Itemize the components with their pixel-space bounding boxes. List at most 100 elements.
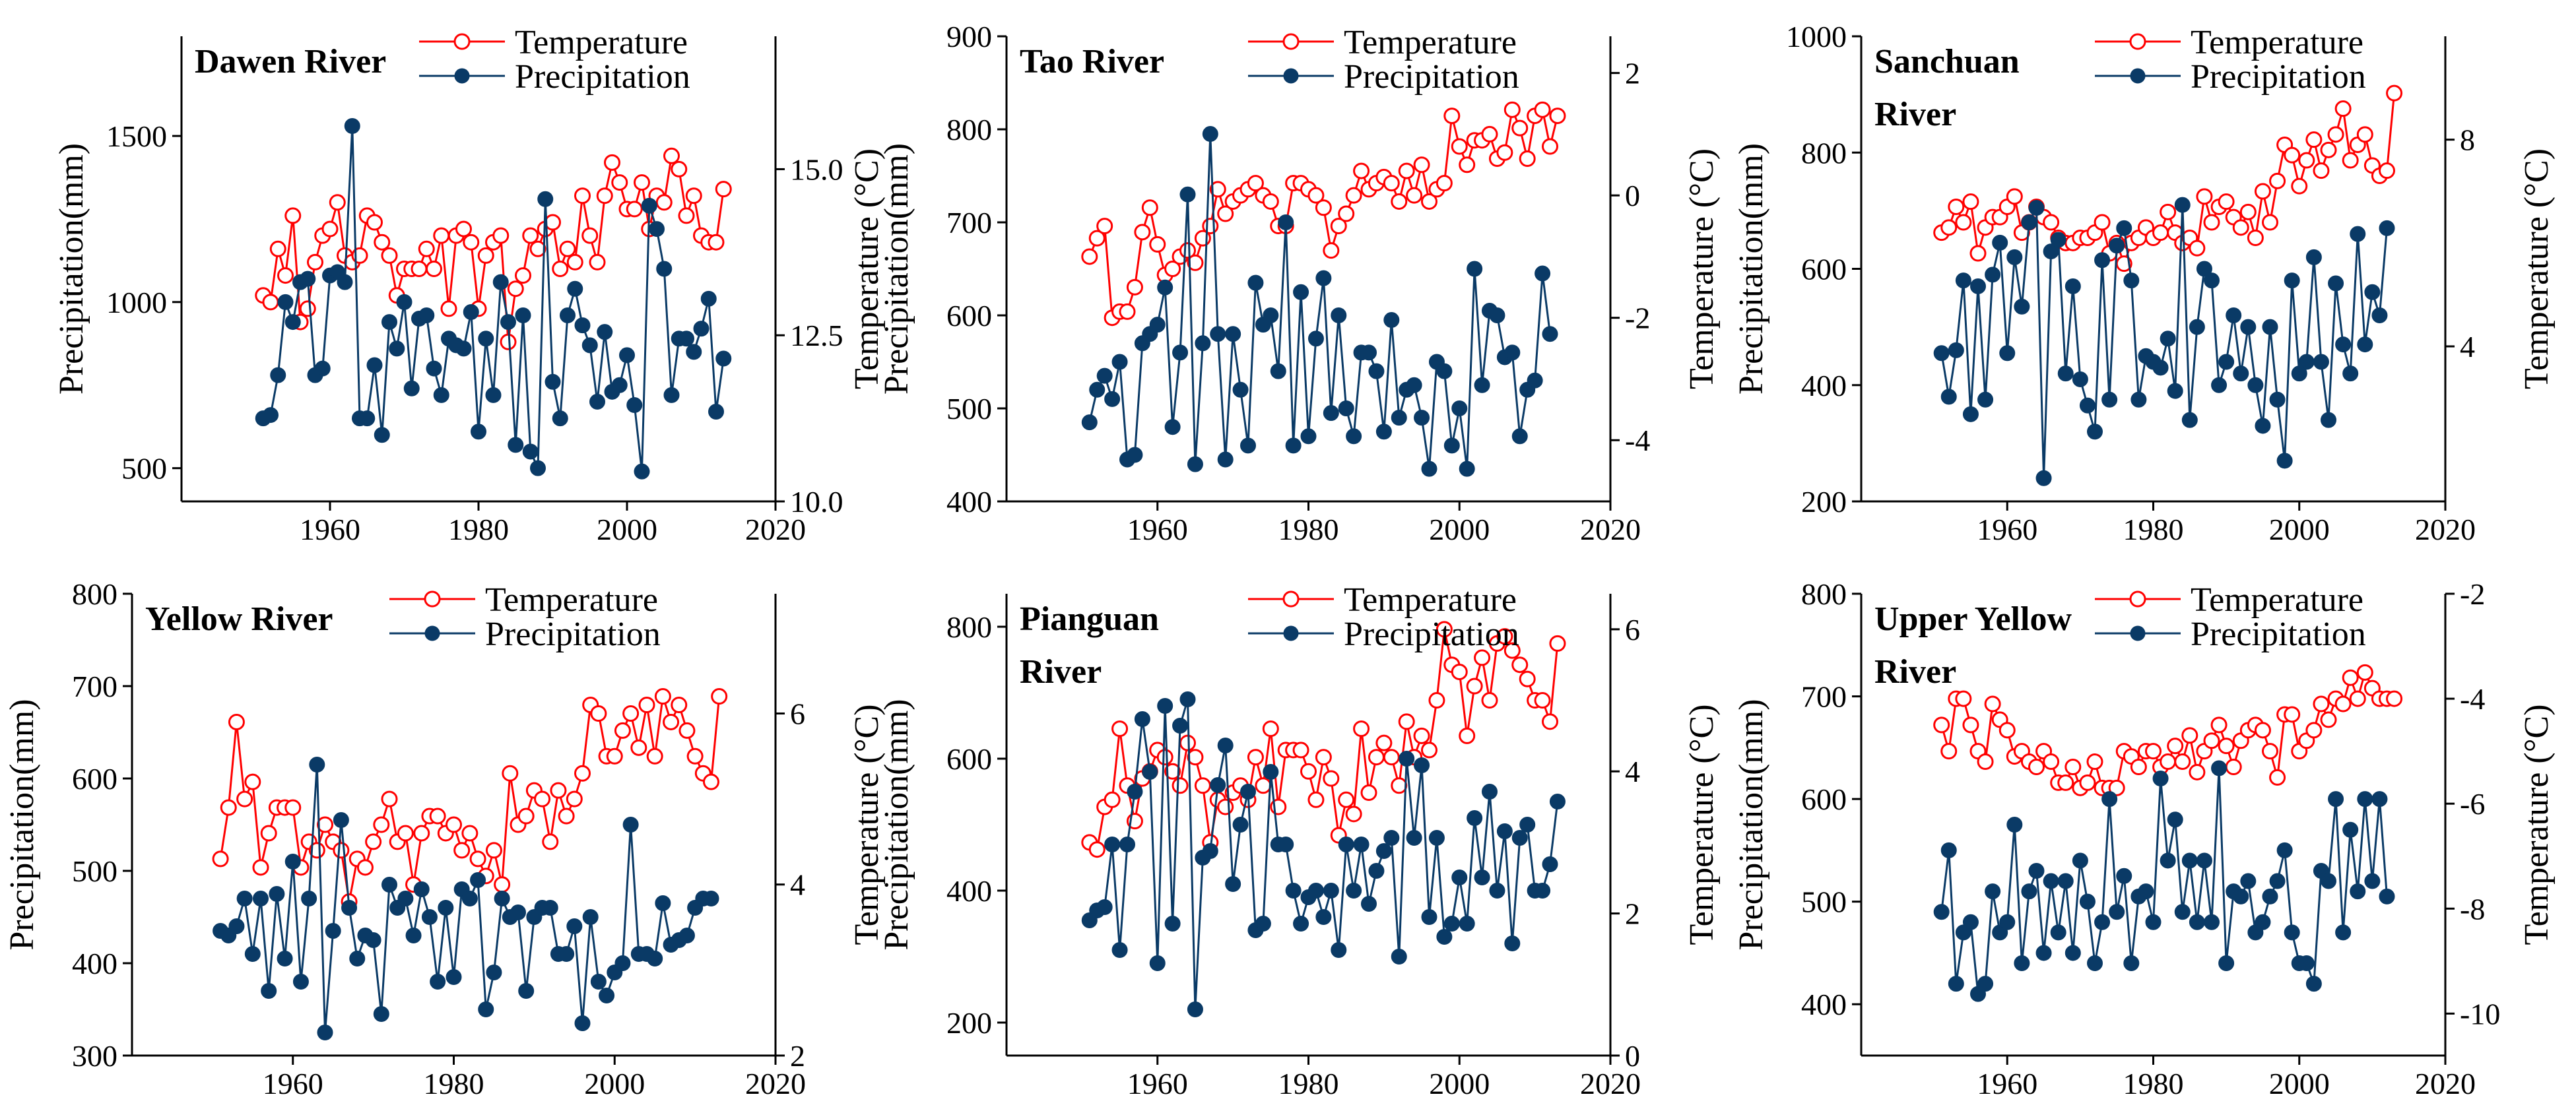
precipitation-point [1414, 757, 1430, 773]
precipitation-point [1459, 460, 1475, 477]
x-tick-label: 1980 [2123, 1067, 2184, 1100]
chart-panel-2: 1960 1980 2000 2020 400 500 600 700 800 900 -4 -2 0 2… [878, 20, 1721, 546]
temperature-point [1977, 753, 1994, 771]
precipitation-point [1240, 784, 1256, 800]
temperature-point [2203, 214, 2220, 231]
temperature-point [622, 705, 640, 722]
precipitation-point [426, 360, 442, 377]
precipitation-point [2240, 873, 2257, 889]
temperature-point [453, 842, 471, 859]
precipitation-point [2291, 365, 2307, 382]
temperature-point [381, 247, 398, 264]
y2-tick-label: -4 [1625, 424, 1650, 457]
precipitation-point [2226, 307, 2242, 323]
x-tick-label: 2000 [2269, 513, 2330, 546]
precipitation-point [663, 387, 680, 403]
temperature-point [2284, 706, 2301, 723]
temperature-point [2218, 738, 2235, 755]
precipitation-point [381, 877, 397, 893]
temperature-point [1436, 175, 1453, 192]
temperature-point [492, 227, 510, 244]
precipitation-point [405, 928, 422, 943]
precipitation-point [2109, 904, 2125, 920]
temperature-point [614, 722, 631, 739]
legend-temperature-label: Temperature [1344, 24, 1517, 61]
temperature-point [2247, 230, 2264, 246]
precipitation-point [1962, 914, 1979, 930]
temperature-point [1338, 205, 1355, 222]
precipitation-point [2021, 214, 2037, 230]
temperature-point [356, 859, 374, 876]
precipitation-point [1999, 914, 2016, 930]
y-tick-label: 300 [72, 1039, 117, 1073]
temperature-point [1149, 236, 1166, 253]
temperature-point [1534, 101, 1551, 118]
precipitation-point [1293, 916, 1309, 932]
precipitation-point [2211, 377, 2228, 393]
precipitation-point [1172, 344, 1189, 361]
temperature-point [589, 253, 606, 270]
precipitation-point [1451, 400, 1468, 416]
temperature-point [502, 765, 519, 782]
precipitation-point [1142, 764, 1158, 780]
y2-axis-title: Temperature (°C) [848, 148, 886, 389]
precipitation-point [2050, 232, 2066, 248]
temperature-point [1172, 777, 1189, 794]
temperature-point [566, 253, 583, 270]
temperature-point [1383, 749, 1400, 766]
chart-panel-5: 1960 1980 2000 2020 200 400 600 800 0 2 4 6 Precipit… [878, 581, 1721, 1100]
y2-tick-label: -6 [2460, 787, 2485, 821]
precipitation-point [253, 891, 269, 906]
precipitation-point [590, 974, 607, 990]
temperature-point [2239, 203, 2257, 220]
precipitation-point [597, 324, 613, 340]
temperature-point [461, 825, 479, 842]
precipitation-point [2057, 365, 2074, 382]
temperature-point [455, 220, 472, 238]
temperature-point [2254, 183, 2271, 200]
temperature-point [1459, 727, 1476, 744]
y2-tick-label: 0 [1625, 179, 1640, 212]
precipitation-point [2050, 924, 2066, 941]
y-axis-title: Precipitation(mm) [53, 143, 90, 395]
precipitation-point [1375, 424, 1392, 440]
precipitation-point [2357, 791, 2373, 808]
precipitation-point [1955, 272, 1971, 289]
precipitation-point [2014, 955, 2030, 971]
precipitation-point [2109, 238, 2125, 254]
precipitation-point [2196, 261, 2212, 277]
y-tick-label: 700 [1801, 680, 1847, 714]
precipitation-point [1459, 916, 1475, 932]
temperature-point [1519, 670, 1536, 687]
precipitation-point [478, 331, 494, 347]
precipitation-point [1285, 437, 1302, 454]
temperature-point [1984, 695, 2001, 713]
temperature-point [1391, 777, 1408, 794]
temperature-point [494, 876, 511, 893]
precipitation-series-line [1940, 205, 2388, 478]
precipitation-point [2043, 243, 2059, 260]
precipitation-point [655, 895, 671, 911]
temperature-point [433, 227, 450, 244]
precipitation-point [471, 424, 486, 440]
precipitation-point [1985, 267, 2001, 283]
temperature-point [1955, 690, 1972, 707]
temperature-point [374, 234, 391, 251]
temperature-point [2305, 722, 2323, 739]
precipitation-point [1096, 367, 1113, 384]
temperature-point [244, 773, 261, 790]
temperature-point [1948, 199, 1965, 215]
panel-title: River [1020, 653, 1102, 691]
precipitation-point [2379, 220, 2395, 236]
legend-temperature-marker [1282, 590, 1300, 608]
x-tick-label: 2000 [584, 1067, 645, 1100]
precipitation-point [1542, 326, 1558, 342]
precipitation-point [2174, 904, 2191, 920]
temperature-point [686, 747, 704, 765]
precipitation-point [1519, 817, 1536, 833]
temperature-point [1549, 108, 1566, 125]
precipitation-point [1436, 929, 1453, 945]
temperature-point [685, 187, 702, 205]
y2-axis-title: Temperature (°C) [848, 704, 886, 945]
precipitation-point [634, 463, 650, 480]
